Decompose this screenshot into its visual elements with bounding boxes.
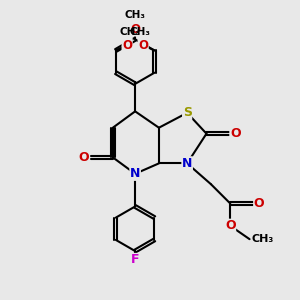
Text: O: O	[130, 23, 140, 36]
Text: S: S	[183, 106, 192, 119]
Text: CH₃: CH₃	[124, 10, 146, 20]
Text: O: O	[254, 197, 264, 210]
Text: O: O	[79, 151, 89, 164]
Text: CH₃: CH₃	[130, 27, 151, 37]
Text: F: F	[131, 254, 140, 266]
Text: N: N	[182, 157, 192, 170]
Text: O: O	[122, 39, 132, 52]
Text: O: O	[138, 39, 148, 52]
Text: O: O	[225, 219, 236, 232]
Text: CH₃: CH₃	[252, 234, 274, 244]
Text: N: N	[130, 167, 140, 180]
Text: CH₃: CH₃	[120, 27, 141, 37]
Text: O: O	[230, 127, 241, 140]
